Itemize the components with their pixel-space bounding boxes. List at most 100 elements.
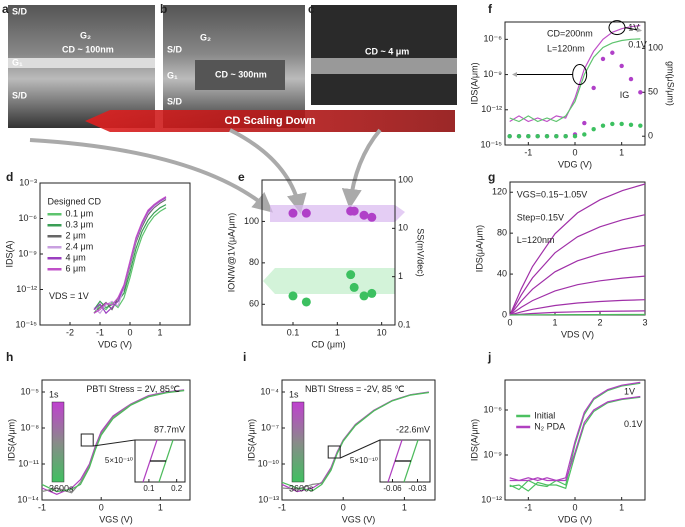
connector — [29, 138, 274, 213]
chart: -1 0 1 10⁻¹³ 10⁻¹⁰ 10⁻⁷ 10⁻⁴ VGS (V) IDS(A/μm) NB… — [246, 379, 436, 524]
legend-label: 2.4 μm — [66, 242, 94, 252]
y-tick-label: 80 — [497, 228, 507, 238]
data-point — [359, 210, 369, 220]
series-line — [93, 204, 167, 310]
y-tick-label: 40 — [497, 268, 507, 278]
y-tick-label: 10⁻¹² — [481, 494, 502, 504]
x-axis-label: VGS (V) — [99, 514, 133, 524]
y2-tick-label: 0 — [648, 131, 653, 141]
annotation: PBTI Stress = 2V, 85℃ — [86, 384, 180, 394]
connector — [229, 128, 307, 214]
data-point — [359, 291, 369, 301]
x-tick-label: 0 — [127, 327, 132, 337]
y-tick-label: 10⁻³ — [19, 177, 37, 187]
y-tick-label: 10⁻⁹ — [483, 449, 502, 459]
annotation: Step=0.15V — [517, 212, 564, 222]
colorbar-label: 3600s — [49, 483, 74, 493]
y2-tick-label: 100 — [648, 43, 663, 53]
series-line — [509, 299, 646, 316]
colorbar-label: 1s — [289, 389, 299, 399]
image-label: CD ~ 4 μm — [365, 46, 409, 56]
y-tick-label: 100 — [244, 216, 259, 226]
x-tick-label: -1 — [524, 502, 532, 512]
y-tick-label: 10⁻¹⁵ — [481, 139, 503, 149]
chart: -1 0 1 10⁻¹⁵ 10⁻¹² 10⁻⁹ 10⁻⁶ 0 50 100 VDG (V) IDS(A… — [469, 20, 676, 169]
image-label: G₁ — [167, 70, 178, 80]
series-line — [509, 310, 646, 316]
annotation: CD=200nm — [547, 29, 593, 39]
y-axis-label: IDS(A/μm) — [469, 419, 479, 461]
inset-label: 87.7mV — [154, 424, 185, 434]
inset-scale: 5×10⁻¹⁰ — [105, 456, 133, 465]
x-tick-label: 2 — [597, 317, 602, 327]
y-axis-label: IDS(A/μm) — [469, 62, 479, 104]
data-point — [346, 270, 356, 280]
x-axis-label: VDG (V) — [98, 339, 132, 349]
data-point — [301, 208, 311, 218]
data-point — [554, 134, 559, 139]
y2-tick-label: 0.1 — [398, 319, 411, 329]
x-tick-label: 0 — [341, 502, 346, 512]
y-tick-label: 120 — [492, 187, 507, 197]
colorbar — [291, 401, 305, 483]
x-tick-label: 0 — [572, 502, 577, 512]
data-point — [526, 134, 531, 139]
film — [311, 58, 457, 74]
y-tick-label: 10⁻¹² — [16, 284, 37, 294]
data-point — [507, 134, 512, 139]
y-axis-label: IDS(A/μm) — [6, 419, 16, 461]
legend-label: 0.3 μm — [66, 220, 94, 230]
y-tick-label: 10⁻⁹ — [18, 248, 37, 258]
inset-tick-label: -0.06 — [383, 484, 402, 493]
y-tick-label: 10⁻¹⁴ — [17, 494, 39, 504]
panel-label: b — [160, 2, 167, 16]
data-point — [638, 90, 643, 95]
series-line — [41, 390, 185, 493]
annotation: VGS=0.15~1.05V — [517, 190, 588, 200]
data-point — [619, 63, 624, 69]
panel-label: d — [6, 170, 13, 184]
image-label: G₂ — [80, 30, 91, 40]
x-tick-label: 1 — [335, 327, 340, 337]
legend-label: 4 μm — [66, 253, 86, 263]
green-arrow — [263, 268, 395, 294]
data-point — [349, 282, 359, 292]
series-line — [509, 183, 646, 316]
x-tick-label: -1 — [278, 502, 286, 512]
annotation: IG — [620, 90, 630, 100]
highlight — [608, 20, 626, 36]
data-point — [367, 288, 377, 298]
data-point — [544, 134, 550, 139]
zoom-connector — [93, 439, 136, 447]
x-tick-label: 1 — [157, 327, 162, 337]
series-line — [509, 396, 641, 492]
banner-arrow — [85, 110, 455, 132]
x-tick-label: -2 — [66, 327, 74, 337]
legend-label: 2 μm — [66, 231, 86, 241]
data-point — [288, 208, 298, 218]
data-point — [591, 126, 596, 132]
x-tick-label: 1 — [619, 502, 624, 512]
chart: -1 0 1 10⁻¹² 10⁻⁹ 10⁻⁶ VDG (V) IDS(A/μm) Initial… — [469, 379, 646, 524]
inset-tick-label: 0.1 — [143, 484, 155, 493]
inset-tick-label: 0.2 — [171, 484, 183, 493]
series-line — [509, 381, 641, 482]
data-point — [349, 206, 359, 216]
annotation: 1V — [624, 386, 635, 396]
y2-tick-label: 10 — [398, 223, 408, 233]
inset-scale: 5×10⁻¹⁰ — [350, 456, 378, 465]
legend-label: 6 μm — [66, 264, 86, 274]
image-label: S/D — [12, 90, 28, 100]
sem-images — [8, 5, 457, 294]
y-axis-label: IDS(A/μm) — [246, 419, 256, 461]
y-tick-label: 10⁻⁶ — [19, 213, 38, 223]
data-point — [516, 134, 522, 139]
annotation: VDS = 1V — [49, 291, 89, 301]
series-line — [509, 24, 641, 123]
legend-title: Designed CD — [48, 197, 102, 207]
data-point — [610, 121, 615, 127]
x-tick-label: 0 — [507, 317, 512, 327]
x-tick-label: 0 — [99, 502, 104, 512]
y-tick-label: 10⁻¹² — [481, 104, 502, 114]
